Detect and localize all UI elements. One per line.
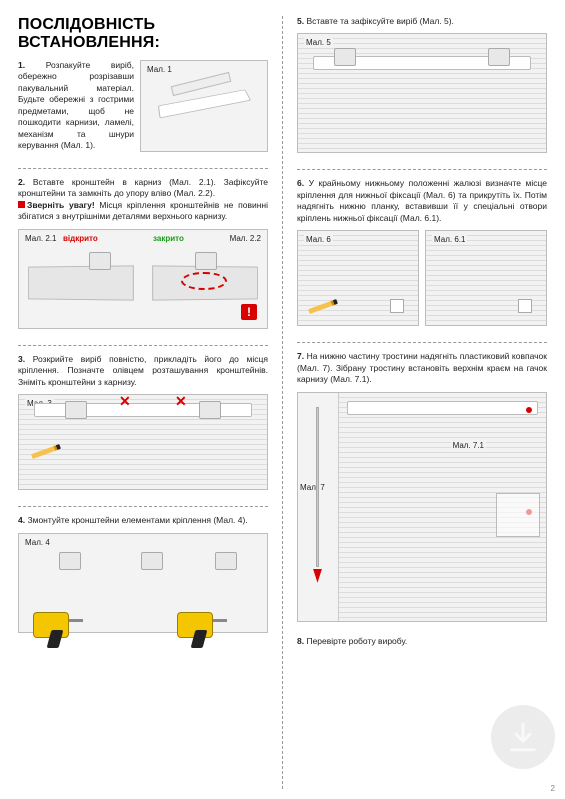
step-1-num: 1.	[18, 60, 25, 70]
closed-label: закрито	[153, 234, 184, 243]
warning-icon	[18, 201, 25, 208]
step-5-body: Вставте та зафіксуйте виріб (Мал. 5).	[306, 16, 453, 26]
figure-3: Мал. 3 ✕ ✕	[18, 394, 268, 490]
step-2-warn-bold: Зверніть увагу!	[27, 200, 95, 210]
figure-6: Мал. 6	[297, 230, 419, 326]
fig7-wand-area: Мал. 7	[298, 393, 338, 621]
step-7-body: На нижню частину тростини надягніть плас…	[297, 351, 547, 384]
column-divider	[282, 16, 283, 789]
fig2-highlight	[181, 272, 227, 290]
fig5-bracket-1	[334, 48, 356, 66]
divider	[18, 168, 268, 169]
step-3-body: Розкрийте виріб повністю, прикладіть йог…	[18, 354, 268, 387]
step-2-body: Вставте кронштейн в карниз (Мал. 2.1). З…	[18, 177, 268, 198]
drill-icon	[33, 598, 83, 638]
fig61-clip	[518, 299, 532, 313]
figure-5: Мал. 5	[297, 33, 547, 153]
figure-6-1-label: Мал. 6.1	[432, 235, 467, 244]
step-8: 8. Перевірте роботу виробу.	[297, 636, 547, 647]
figure-2: Мал. 2.1 Мал. 2.2 відкрито закрито !	[18, 229, 268, 329]
step-1-body: Розпакуйте виріб, обережно розрізавши па…	[18, 60, 134, 150]
figure-6-row: Мал. 6 Мал. 6.1	[297, 230, 547, 334]
step-6: 6. У крайньому нижньому положенні жалюзі…	[297, 178, 547, 224]
left-column: ПОСЛІДОВНІСТЬ ВСТАНОВЛЕННЯ: 1. Розпакуйт…	[18, 16, 280, 789]
step-8-num: 8.	[297, 636, 304, 646]
step-2: 2. Вставте кронштейн в карниз (Мал. 2.1)…	[18, 177, 268, 223]
step-4: 4. Змонтуйте кронштейни елементами кріпл…	[18, 515, 268, 526]
right-column: 5. Вставте та зафіксуйте виріб (Мал. 5).…	[285, 16, 547, 789]
divider	[18, 345, 268, 346]
x-mark-icon: ✕	[119, 393, 131, 410]
wand-icon	[316, 407, 319, 567]
step-4-num: 4.	[18, 515, 25, 525]
fig3-bracket-1	[65, 401, 87, 419]
figure-4: Мал. 4	[18, 533, 268, 633]
fig2-bracket-2	[195, 252, 217, 270]
figure-7-label: Мал. 7	[300, 483, 325, 492]
fig3-bracket-2	[199, 401, 221, 419]
fig6-clip	[390, 299, 404, 313]
step-7: 7. На нижню частину тростини надягніть п…	[297, 351, 547, 385]
divider	[297, 342, 547, 343]
marker-dot	[526, 407, 532, 413]
fig7-headrail	[347, 401, 537, 415]
step-7-num: 7.	[297, 351, 304, 361]
figure-5-label: Мал. 5	[304, 38, 333, 47]
instruction-page: ПОСЛІДОВНІСТЬ ВСТАНОВЛЕННЯ: 1. Розпакуйт…	[0, 0, 565, 799]
open-label: відкрито	[63, 234, 98, 243]
fig4-bracket-1	[59, 552, 81, 570]
figure-2-2-label: Мал. 2.2	[230, 234, 261, 243]
drill-icon	[177, 598, 227, 638]
figure-4-label: Мал. 4	[25, 538, 50, 547]
fig5-bracket-2	[488, 48, 510, 66]
step-6-body: У крайньому нижньому положенні жалюзі ви…	[297, 178, 547, 222]
page-title: ПОСЛІДОВНІСТЬ ВСТАНОВЛЕННЯ:	[18, 16, 268, 52]
step-3-num: 3.	[18, 354, 25, 364]
figure-7: Мал. 7 Мал. 7.1	[297, 392, 547, 622]
wand-tip	[313, 569, 322, 583]
pencil-icon	[31, 444, 61, 459]
fig2-bracket-1	[89, 252, 111, 270]
figure-1: Мал. 1	[140, 60, 268, 152]
pencil-icon	[308, 299, 338, 314]
figure-6-label: Мал. 6	[304, 235, 333, 244]
page-number: 2	[551, 784, 555, 793]
divider	[297, 169, 547, 170]
x-mark-icon: ✕	[175, 393, 187, 410]
step-8-body: Перевірте роботу виробу.	[306, 636, 407, 646]
figure-6-1: Мал. 6.1	[425, 230, 547, 326]
fig4-bracket-3	[215, 552, 237, 570]
step-6-num: 6.	[297, 178, 304, 188]
divider	[18, 506, 268, 507]
fig2-rail-left	[28, 265, 134, 300]
figure-2-1-label: Мал. 2.1	[25, 234, 56, 243]
step-5-num: 5.	[297, 16, 304, 26]
figure-7-1-label: Мал. 7.1	[451, 441, 486, 450]
step-1: 1. Розпакуйте виріб, обережно розрізавши…	[18, 60, 268, 160]
step-5: 5. Вставте та зафіксуйте виріб (Мал. 5).	[297, 16, 547, 27]
alert-icon: !	[241, 304, 257, 320]
fig7-zoom	[496, 493, 540, 537]
step-3: 3. Розкрийте виріб повністю, прикладіть …	[18, 354, 268, 388]
step-1-text: 1. Розпакуйте виріб, обережно розрізавши…	[18, 60, 134, 154]
step-2-num: 2.	[18, 177, 25, 187]
figure-1-label: Мал. 1	[147, 65, 172, 74]
fig7-blinds: Мал. 7.1	[338, 393, 546, 621]
step-4-body: Змонтуйте кронштейни елементами кріпленн…	[27, 515, 247, 525]
fig4-bracket-2	[141, 552, 163, 570]
